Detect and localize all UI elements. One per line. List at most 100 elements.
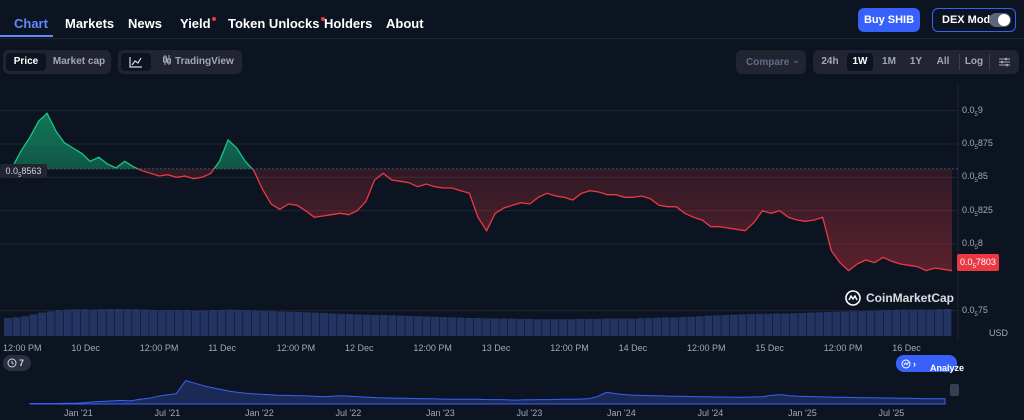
- volume-bar: [764, 313, 773, 336]
- navigator-handle[interactable]: [950, 384, 959, 396]
- volume-bar: [892, 309, 901, 336]
- volume-bar: [465, 318, 474, 336]
- volume-bar: [226, 309, 234, 336]
- tab-holders[interactable]: Holders: [324, 16, 373, 31]
- volume-bar: [183, 310, 192, 336]
- tab-news[interactable]: News: [128, 16, 162, 31]
- navigator-tick: Jan '24: [607, 408, 636, 418]
- history-button[interactable]: 7: [3, 355, 31, 371]
- volume-bar: [4, 318, 12, 336]
- volume-bar: [38, 312, 47, 336]
- volume-bar: [490, 318, 499, 336]
- volume-bar: [678, 317, 687, 336]
- volume-bar: [413, 316, 422, 336]
- analyze-text: Analyze: [930, 363, 965, 373]
- log-scale-button[interactable]: Log: [964, 56, 984, 67]
- volume-bar: [858, 311, 866, 336]
- volume-bar: [772, 313, 781, 336]
- price-button[interactable]: Price: [6, 53, 46, 71]
- volume-bar: [798, 312, 807, 336]
- volume-bar: [217, 309, 226, 336]
- navigator-area: [29, 380, 946, 405]
- toggle-switch[interactable]: [989, 13, 1011, 27]
- settings-button[interactable]: [993, 53, 1015, 71]
- range-1y-button[interactable]: 1Y: [909, 56, 923, 67]
- volume-bar: [943, 309, 952, 336]
- volume-bar: [661, 317, 670, 336]
- volume-bar: [516, 318, 525, 336]
- active-tab-indicator: [0, 35, 53, 37]
- tab-token-unlocks[interactable]: Token Unlocks: [228, 16, 325, 31]
- tab-yield[interactable]: Yield: [180, 16, 216, 31]
- volume-bar: [781, 313, 790, 336]
- volume-bar: [260, 310, 269, 336]
- metric-switch: Price Market cap: [3, 50, 111, 74]
- current-price-lead: 0.0: [960, 257, 973, 267]
- market-cap-button[interactable]: Market cap: [52, 56, 106, 67]
- volume-bar: [89, 309, 98, 336]
- history-count: 7: [19, 358, 25, 368]
- buy-shib-button[interactable]: Buy SHIB: [858, 8, 920, 32]
- tab-chart[interactable]: Chart: [14, 16, 48, 31]
- volume-bar: [926, 309, 935, 336]
- volume-bar: [755, 313, 764, 336]
- range-1w-button[interactable]: 1W: [847, 53, 873, 71]
- new-dot-icon: [211, 17, 216, 21]
- price-chart[interactable]: [0, 84, 1024, 340]
- volume-bar: [704, 315, 713, 336]
- tab-yield-label: Yield: [180, 16, 211, 31]
- navigator-tick: Jan '21: [64, 408, 93, 418]
- volume-bar: [840, 311, 849, 336]
- volume-bar: [900, 309, 909, 336]
- volume-bar: [354, 314, 363, 336]
- volume-bar: [422, 316, 431, 336]
- currency-label: USD: [989, 328, 1009, 338]
- volume-bar: [302, 312, 311, 336]
- volume-bar: [268, 311, 277, 336]
- volume-bar: [328, 313, 337, 336]
- volume-bar: [636, 318, 644, 336]
- tab-about[interactable]: About: [386, 16, 424, 31]
- volume-bar: [72, 309, 81, 336]
- range-24h-button[interactable]: 24h: [821, 56, 839, 67]
- volume-bar: [191, 310, 200, 336]
- range-all-button[interactable]: All: [936, 56, 950, 67]
- x-axis-tick: 12:00 PM: [276, 343, 316, 353]
- dex-mode-toggle[interactable]: DEX Mode: [932, 8, 1016, 32]
- compare-dropdown[interactable]: Compare ⌄: [736, 50, 806, 74]
- ai-analyze-icon: [901, 359, 911, 369]
- divider: [959, 54, 960, 70]
- volume-bar: [277, 311, 286, 336]
- volume-bar: [875, 310, 884, 336]
- volume-bar: [362, 314, 371, 336]
- analyze-button[interactable]: Analyze ›: [896, 355, 964, 373]
- volume-bar: [909, 309, 918, 336]
- volume-bar: [234, 309, 243, 336]
- tab-token-unlocks-label: Token Unlocks: [228, 16, 320, 31]
- volume-bar: [883, 310, 892, 336]
- open-price-lead: 0.0: [5, 166, 19, 176]
- tab-markets[interactable]: Markets: [65, 16, 115, 31]
- y-axis-tick: 0.05825: [962, 204, 993, 218]
- navigator-tick: Jul '24: [697, 408, 724, 418]
- open-price-sub: 5: [18, 172, 22, 179]
- range-navigator[interactable]: [0, 376, 960, 406]
- volume-bar: [123, 309, 132, 336]
- range-1m-button[interactable]: 1M: [882, 56, 896, 67]
- line-chart-button[interactable]: [121, 53, 151, 71]
- navigator-tick: Jul '23: [516, 408, 543, 418]
- volume-bar: [738, 314, 747, 336]
- current-price-tail: 7803: [975, 257, 996, 267]
- volume-bar: [439, 317, 448, 336]
- volume-bar: [311, 312, 320, 336]
- volume-bar: [12, 317, 21, 336]
- volume-bar: [294, 312, 303, 336]
- tradingview-button[interactable]: TradingView: [158, 53, 238, 71]
- navigator-tick: Jan '23: [426, 408, 455, 418]
- y-axis-tick: 0.058: [962, 238, 983, 251]
- volume-bar: [687, 316, 696, 336]
- volume-bar: [934, 309, 943, 336]
- chart-type-switch: TradingView: [118, 50, 242, 74]
- volume-bar: [29, 314, 38, 336]
- x-axis-tick: 15 Dec: [755, 343, 784, 353]
